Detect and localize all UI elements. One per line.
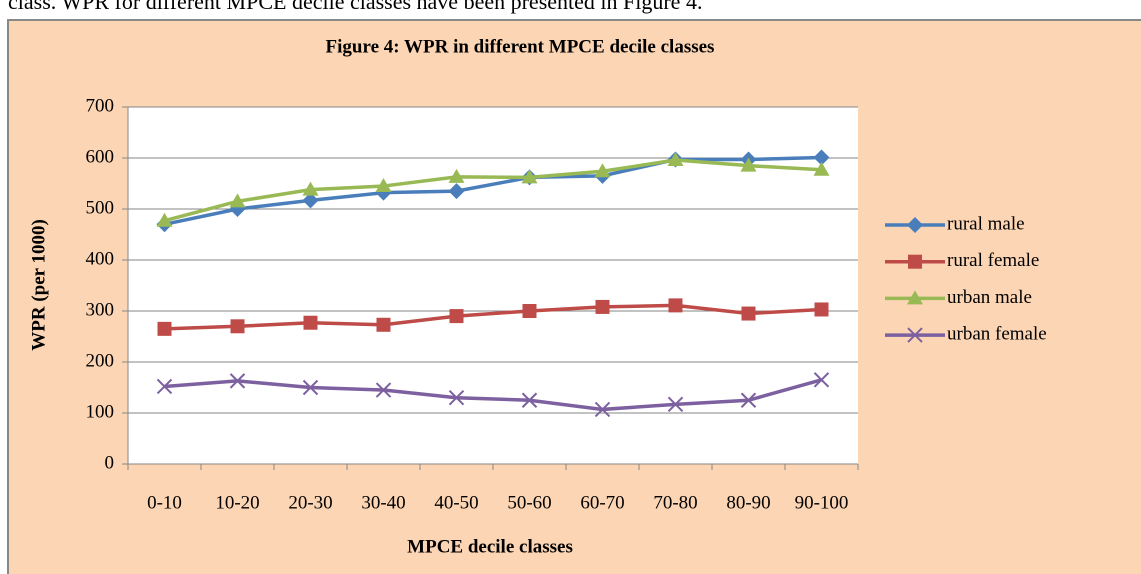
y-tick-label: 200 [86,350,115,371]
x-tick-label: 30-40 [361,492,405,513]
y-tick-label: 600 [86,146,115,167]
x-tick-label: 90-100 [795,492,849,513]
marker [814,302,829,317]
y-tick-label: 700 [86,95,115,116]
series-line [164,155,822,227]
marker [667,152,684,167]
x-tick-label: 10-20 [215,492,259,513]
x-axis-title: MPCE decile classes [407,536,573,557]
marker [908,254,922,269]
marker [375,178,392,193]
x-tick-label: 70-80 [653,492,697,513]
marker [157,321,172,336]
marker [448,389,465,406]
marker [375,382,392,398]
text-above: class. WPR for different MPCE decile cla… [8,0,702,14]
marker [302,192,319,209]
marker [229,373,246,389]
marker [813,149,830,166]
x-tick-label: 60-70 [580,492,624,513]
marker [594,163,611,178]
y-tick-label: 0 [105,452,115,473]
marker [907,217,923,233]
marker [594,401,611,418]
marker [740,392,757,408]
series-line [164,303,822,331]
legend-label: urban male [947,287,1032,308]
marker [668,298,683,313]
marker [741,306,756,321]
x-tick-label: 20-30 [288,492,332,513]
chart-title: Figure 4: WPR in different MPCE decile c… [326,36,715,57]
y-tick-label: 300 [86,299,115,320]
marker [376,317,391,332]
marker [302,379,319,396]
marker [813,161,830,176]
marker [230,319,245,334]
marker [595,299,610,314]
marker [302,181,319,196]
marker [521,169,538,184]
marker [522,304,537,318]
x-tick-label: 40-50 [434,492,478,513]
marker [448,183,465,200]
x-tick-label: 50-60 [507,492,551,513]
y-tick-label: 500 [86,197,115,218]
x-tick-label: 80-90 [726,492,770,513]
y-tick-label: 100 [86,401,115,422]
y-axis-title: WPR (per 1000) [28,219,49,351]
y-tick-label: 400 [86,248,115,269]
marker [303,315,318,330]
marker [448,168,465,183]
marker [667,396,684,413]
series-line [164,378,822,412]
marker [156,378,173,395]
marker [449,309,464,324]
marker [907,290,923,305]
series-line [164,158,822,223]
marker [229,193,246,208]
marker [740,157,757,172]
legend-label: rural male [947,213,1025,234]
legend-label: rural female [947,250,1039,271]
legend-label: urban female [947,323,1047,344]
marker [521,392,538,408]
plot-area [128,107,858,464]
x-tick-label: 0-10 [147,492,182,513]
marker [813,372,830,388]
marker [907,327,923,343]
marker [156,212,173,227]
